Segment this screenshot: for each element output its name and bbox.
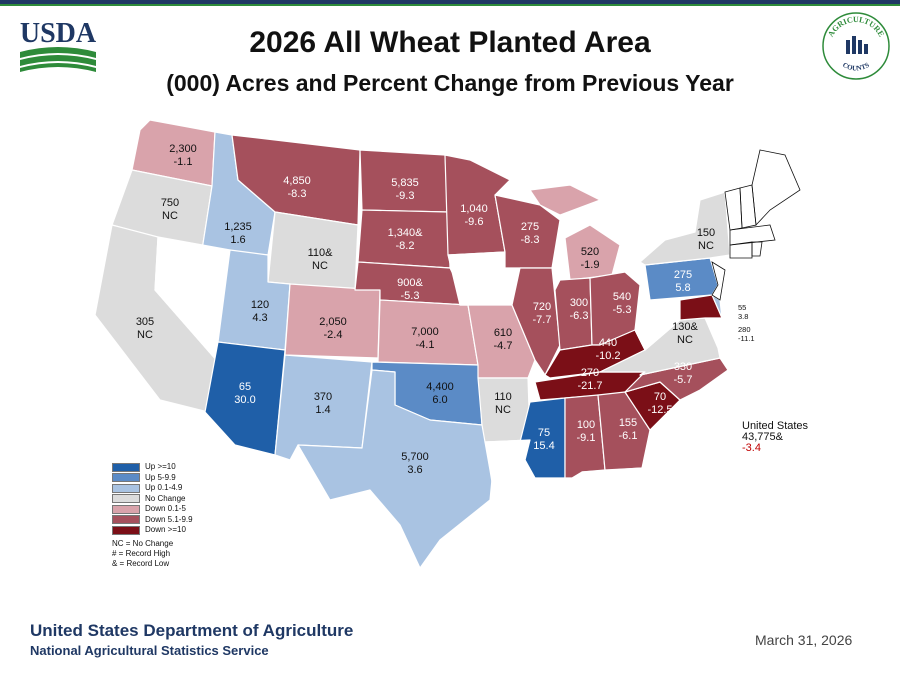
agriculture-counts-logo: AGRICULTURE COUNTS — [822, 12, 890, 80]
label-MO: 610 -4.7 — [494, 327, 513, 352]
legend-swatch — [112, 504, 140, 514]
label-TX: 5,700 3.6 — [401, 451, 429, 476]
legend-item: Up 0.1-4.9 — [112, 483, 193, 494]
label-MD: 280 -11.1 — [738, 325, 755, 343]
label-SC: 70 -12.5 — [647, 391, 672, 416]
legend-item: Up >=10 — [112, 462, 193, 473]
state-WV — [634, 299, 681, 351]
legend-item: Up 5-9.9 — [112, 473, 193, 484]
us-total: United States 43,775& -3.4 — [742, 421, 808, 454]
state-TX — [297, 369, 497, 569]
state-MD — [679, 294, 723, 321]
label-OK: 4,400 6.0 — [426, 381, 454, 406]
legend-item: No Change — [112, 494, 193, 505]
us-total-change: -3.4 — [742, 442, 761, 454]
usda-logo: USDA — [20, 18, 97, 72]
legend-swatch — [112, 473, 140, 483]
state-NY — [639, 191, 731, 266]
footer-date: March 31, 2026 — [755, 632, 853, 648]
us-total-label: United States — [742, 420, 809, 432]
map-legend: Up >=10 Up 5-9.9 Up 0.1-4.9 No Change Down 0… — [112, 462, 193, 569]
legend-note: & = Record Low — [112, 558, 170, 568]
legend-label: Up 5-9.9 — [145, 472, 176, 482]
label-SD: 1,340& -8.2 — [388, 227, 424, 252]
legend-swatch — [112, 515, 140, 525]
label-AR: 110 NC — [494, 391, 512, 416]
label-NM: 370 1.4 — [314, 391, 332, 416]
legend-note: NC = No Change — [112, 538, 174, 548]
label-WY: 110& NC — [308, 247, 334, 272]
label-AL: 100 -9.1 — [577, 419, 596, 444]
legend-note: # = Record High — [112, 548, 171, 558]
label-TN: 270 -21.7 — [577, 367, 602, 392]
legend-label: Up 0.1-4.9 — [145, 483, 183, 492]
state-ME — [751, 149, 801, 226]
state-LA — [484, 439, 541, 501]
state-FL — [581, 467, 691, 561]
us-total-value: 43,775& — [742, 431, 783, 443]
label-AZ: 65 30.0 — [234, 381, 255, 406]
state-AZ — [204, 341, 286, 456]
legend-swatch — [112, 483, 140, 493]
label-NY: 150 NC — [697, 227, 715, 252]
label-DE: 55 3.8 — [738, 303, 748, 321]
label-PA: 275 5.8 — [674, 269, 692, 294]
label-OH: 540 -5.3 — [613, 291, 632, 316]
label-IN: 300 -6.3 — [570, 297, 589, 322]
legend-label: Down 0.1-5 — [145, 504, 186, 513]
top-accent-bar — [0, 0, 900, 6]
legend-label: Down 5.1-9.9 — [145, 514, 193, 524]
label-WI: 275 -8.3 — [521, 221, 540, 246]
page-title: 2026 All Wheat Planted Area — [249, 26, 651, 59]
label-MS: 75 15.4 — [533, 427, 554, 452]
label-KS: 7,000 -4.1 — [411, 326, 439, 351]
legend-label: Down >=10 — [145, 525, 186, 534]
page-subtitle: (000) Acres and Percent Change from Prev… — [166, 70, 734, 96]
label-NC: 330 -5.7 — [674, 361, 693, 386]
legend-label: No Change — [145, 493, 186, 503]
logo-text-bottom: COUNTS — [841, 61, 871, 73]
legend-swatch — [112, 462, 140, 472]
label-MI: 520 -1.9 — [581, 246, 600, 271]
label-NE: 900& -5.3 — [397, 277, 423, 302]
label-CO: 2,050 -2.4 — [319, 316, 347, 341]
label-UT: 120 4.3 — [251, 299, 269, 324]
label-ND: 5,835 -9.3 — [391, 177, 419, 202]
svg-text:COUNTS: COUNTS — [841, 61, 871, 73]
legend-swatch — [112, 494, 140, 504]
state-NC — [624, 357, 729, 401]
state-MI-upper — [529, 184, 601, 216]
label-MN: 1,040 -9.6 — [460, 203, 488, 228]
label-IL: 720 -7.7 — [533, 301, 552, 326]
label-KY: 440 -10.2 — [595, 337, 620, 362]
usda-logo-text: USDA — [20, 18, 97, 49]
label-MT: 4,850 -8.3 — [283, 175, 311, 200]
legend-item: Down >=10 — [112, 525, 193, 536]
state-SD — [357, 209, 451, 269]
legend-item: Down 0.1-5 — [112, 504, 193, 515]
legend-label: Up >=10 — [145, 462, 176, 471]
label-WA: 2,300 -1.1 — [169, 143, 197, 168]
state-GA — [597, 391, 651, 471]
state-MI — [564, 224, 621, 281]
footer-agency: United States Department of Agriculture — [30, 621, 354, 640]
label-OR: 750 NC — [161, 197, 179, 222]
footer-service: National Agricultural Statistics Service — [30, 643, 269, 658]
label-VA: 130& NC — [672, 321, 698, 346]
label-CA: 305 NC — [136, 316, 154, 341]
legend-swatch — [112, 525, 140, 535]
legend-item: Down 5.1-9.9 — [112, 515, 193, 526]
label-GA: 155 -6.1 — [619, 417, 638, 442]
label-ID: 1,235 1.6 — [224, 221, 252, 246]
